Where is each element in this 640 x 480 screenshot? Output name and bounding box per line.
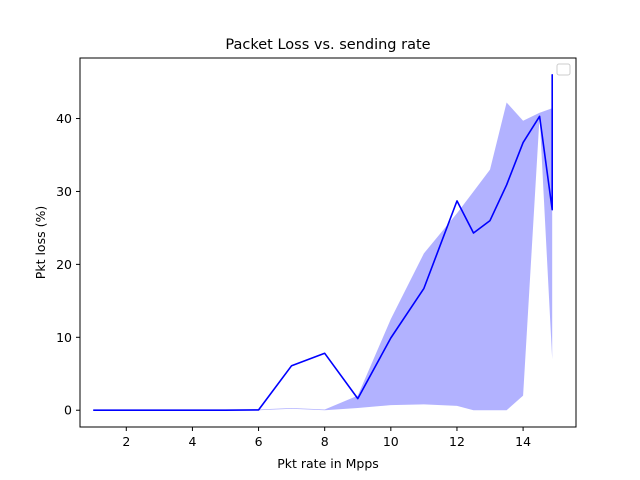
y-tick-label: 40 <box>56 111 72 126</box>
y-tick-label: 30 <box>56 184 72 199</box>
x-tick-label: 4 <box>188 434 196 449</box>
chart-title: Packet Loss vs. sending rate <box>225 37 430 53</box>
x-tick-label: 14 <box>515 434 531 449</box>
confidence-band <box>93 102 553 411</box>
plot-area <box>93 74 554 412</box>
legend-box[interactable] <box>556 63 571 76</box>
x-axis-label: Pkt rate in Mpps <box>277 456 379 471</box>
y-tick-label: 10 <box>56 330 72 345</box>
x-tick-label: 2 <box>122 434 130 449</box>
y-axis-label: Pkt loss (%) <box>33 206 48 279</box>
series-line-0 <box>93 74 554 412</box>
axes-frame <box>79 57 577 428</box>
x-tick-label: 8 <box>321 434 329 449</box>
y-tick-label: 20 <box>56 257 72 272</box>
x-tick-label: 6 <box>255 434 263 449</box>
x-tick-label: 12 <box>449 434 465 449</box>
x-tick-label: 10 <box>383 434 399 449</box>
axis-ticks: 2 4 6 8 10 12 14 0 10 20 30 40 <box>56 111 531 449</box>
y-tick-label: 0 <box>64 403 72 418</box>
